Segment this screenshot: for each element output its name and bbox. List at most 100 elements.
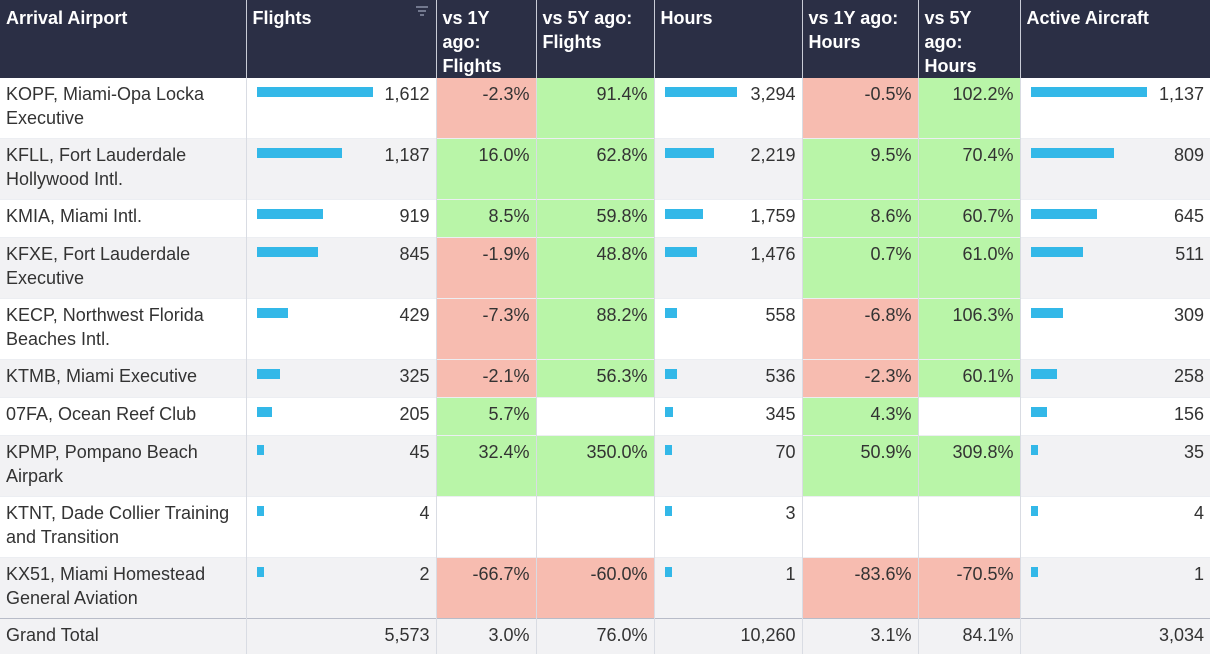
active-aircraft-cell: 156 <box>1020 398 1210 436</box>
active-aircraft-bar <box>1031 445 1038 455</box>
hours-vs1y: 50.9% <box>802 436 918 497</box>
hours-vs1y <box>802 497 918 558</box>
active-aircraft-value: 35 <box>1184 442 1204 462</box>
active-aircraft-cell: 258 <box>1020 360 1210 398</box>
flights-bar <box>257 148 342 158</box>
active-aircraft-value: 1 <box>1194 564 1204 584</box>
sort-icon[interactable] <box>416 6 428 16</box>
airport-name[interactable]: 07FA, Ocean Reef Club <box>0 398 246 436</box>
hours-bar <box>665 209 703 219</box>
table-row[interactable]: KECP, Northwest Florida Beaches Intl.429… <box>0 299 1210 360</box>
hours-bar <box>665 506 672 516</box>
table-row[interactable]: KTNT, Dade Collier Training and Transiti… <box>0 497 1210 558</box>
flights-value: 205 <box>399 404 429 424</box>
hours-vs5y: 60.7% <box>918 200 1020 238</box>
flights-vs5y: 350.0% <box>536 436 654 497</box>
table-row[interactable]: KFLL, Fort Lauderdale Hollywood Intl.1,1… <box>0 139 1210 200</box>
flights-bar <box>257 567 264 577</box>
active-aircraft-bar <box>1031 506 1038 516</box>
flights-cell: 2 <box>246 558 436 619</box>
total-flights-vs1y: 3.0% <box>436 619 536 654</box>
hours-value: 1,476 <box>750 244 795 264</box>
active-aircraft-bar <box>1031 209 1097 219</box>
col-header-arrival-airport[interactable]: Arrival Airport <box>0 0 246 78</box>
col-header-active-aircraft[interactable]: Active Aircraft <box>1020 0 1210 78</box>
flights-vs1y: -2.3% <box>436 78 536 139</box>
hours-value: 536 <box>765 366 795 386</box>
flights-value: 1,612 <box>384 84 429 104</box>
flights-vs1y: 5.7% <box>436 398 536 436</box>
airport-name[interactable]: KECP, Northwest Florida Beaches Intl. <box>0 299 246 360</box>
flights-bar <box>257 247 318 257</box>
active-aircraft-bar <box>1031 369 1057 379</box>
hours-vs1y: 8.6% <box>802 200 918 238</box>
flights-cell: 205 <box>246 398 436 436</box>
flights-cell: 325 <box>246 360 436 398</box>
col-header-vs1y-hours[interactable]: vs 1Y ago: Hours <box>802 0 918 78</box>
table-body: KOPF, Miami-Opa Locka Executive 1,612 -2.3… <box>0 78 1210 619</box>
hours-bar <box>665 148 714 158</box>
airport-name[interactable]: KX51, Miami Homestead General Aviation <box>0 558 246 619</box>
total-hours-vs5y: 84.1% <box>918 619 1020 654</box>
hours-value: 1,759 <box>750 206 795 226</box>
active-aircraft-value: 511 <box>1175 244 1204 264</box>
hours-value: 1 <box>785 564 795 584</box>
flights-bar <box>257 209 323 219</box>
hours-cell: 1 <box>654 558 802 619</box>
active-aircraft-cell: 35 <box>1020 436 1210 497</box>
hours-bar <box>665 407 673 417</box>
hours-vs5y: 106.3% <box>918 299 1020 360</box>
col-header-vs1y-flights[interactable]: vs 1Y ago: Flights <box>436 0 536 78</box>
hours-cell: 345 <box>654 398 802 436</box>
active-aircraft-value: 309 <box>1174 305 1204 325</box>
airport-name[interactable]: KFXE, Fort Lauderdale Executive <box>0 238 246 299</box>
flights-vs5y <box>536 398 654 436</box>
hours-value: 2,219 <box>750 145 795 165</box>
flights-cell: 919 <box>246 200 436 238</box>
flights-cell: 4 <box>246 497 436 558</box>
active-aircraft-cell: 309 <box>1020 299 1210 360</box>
airport-name[interactable]: KTNT, Dade Collier Training and Transiti… <box>0 497 246 558</box>
flights-vs1y: 16.0% <box>436 139 536 200</box>
flights-vs5y: 59.8% <box>536 200 654 238</box>
active-aircraft-value: 645 <box>1174 206 1204 226</box>
airport-name[interactable]: KMIA, Miami Intl. <box>0 200 246 238</box>
hours-vs5y <box>918 398 1020 436</box>
hours-cell: 1,476 <box>654 238 802 299</box>
flights-vs1y: 8.5% <box>436 200 536 238</box>
hours-cell: 70 <box>654 436 802 497</box>
hours-vs1y: -83.6% <box>802 558 918 619</box>
flights-bar <box>257 506 264 516</box>
hours-vs5y: 309.8% <box>918 436 1020 497</box>
flights-vs5y <box>536 497 654 558</box>
flights-vs5y: 62.8% <box>536 139 654 200</box>
airport-name[interactable]: KFLL, Fort Lauderdale Hollywood Intl. <box>0 139 246 200</box>
hours-bar <box>665 87 737 97</box>
hours-vs1y: -2.3% <box>802 360 918 398</box>
col-header-hours[interactable]: Hours <box>654 0 802 78</box>
flights-value: 4 <box>419 503 429 523</box>
hours-value: 3,294 <box>750 84 795 104</box>
hours-vs5y: 70.4% <box>918 139 1020 200</box>
hours-vs1y: -0.5% <box>802 78 918 139</box>
airport-name[interactable]: KPMP, Pompano Beach Airpark <box>0 436 246 497</box>
flights-vs5y: 48.8% <box>536 238 654 299</box>
flights-vs5y: -60.0% <box>536 558 654 619</box>
col-header-flights[interactable]: Flights <box>246 0 436 78</box>
airport-name[interactable]: KOPF, Miami-Opa Locka Executive <box>0 78 246 139</box>
col-header-vs5y-hours[interactable]: vs 5Y ago: Hours <box>918 0 1020 78</box>
hours-cell: 536 <box>654 360 802 398</box>
col-header-vs5y-flights[interactable]: vs 5Y ago: Flights <box>536 0 654 78</box>
hours-cell: 2,219 <box>654 139 802 200</box>
table-row[interactable]: KOPF, Miami-Opa Locka Executive 1,612 -2.3… <box>0 78 1210 139</box>
total-hours: 10,260 <box>654 619 802 654</box>
flights-bar <box>257 369 280 379</box>
total-hours-vs1y: 3.1% <box>802 619 918 654</box>
airport-name[interactable]: KTMB, Miami Executive <box>0 360 246 398</box>
